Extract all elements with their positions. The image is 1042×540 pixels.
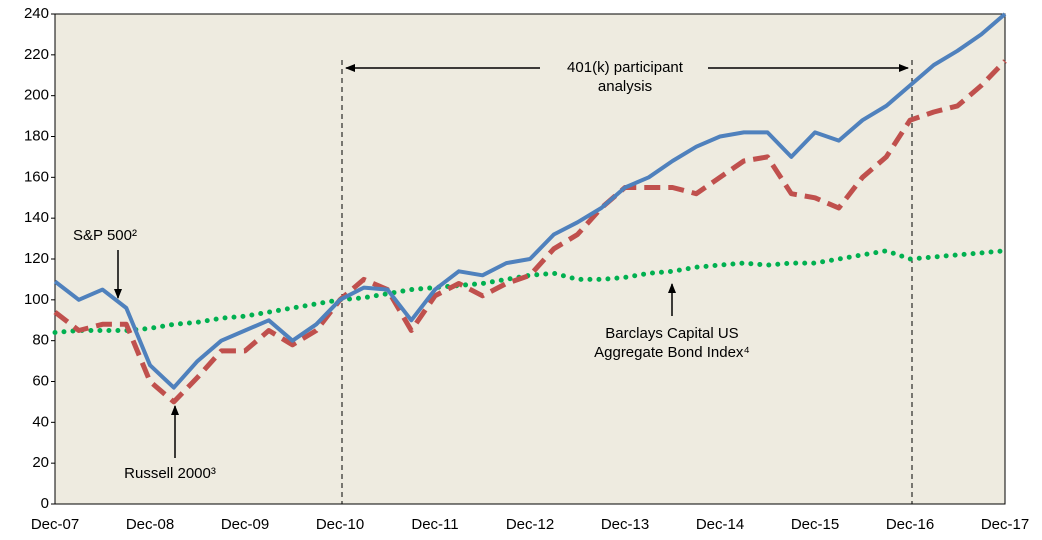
annotation: Barclays Capital US	[605, 325, 738, 342]
x-tick-label: Dec-07	[31, 516, 79, 533]
x-tick-label: Dec-17	[981, 516, 1029, 533]
series-line	[52, 248, 1008, 335]
x-tick-label: Dec-15	[791, 516, 839, 533]
x-tick-label: Dec-16	[886, 516, 934, 533]
x-tick-label: Dec-12	[506, 516, 554, 533]
annotation: Aggregate Bond Index⁴	[594, 344, 750, 361]
y-tick-label: 60	[32, 372, 49, 389]
annotation: S&P 500²	[73, 227, 137, 244]
x-tick-label: Dec-14	[696, 516, 744, 533]
annotation: 401(k) participant	[567, 59, 684, 76]
x-tick-label: Dec-10	[316, 516, 364, 533]
annotation: analysis	[598, 78, 652, 95]
series-line	[53, 12, 1007, 390]
x-tick-label: Dec-13	[601, 516, 649, 533]
annotation: Russell 2000³	[124, 465, 216, 482]
y-tick-label: 220	[24, 46, 49, 63]
y-tick-label: 80	[32, 332, 49, 349]
y-tick-label: 180	[24, 127, 49, 144]
y-tick-label: 200	[24, 87, 49, 104]
y-tick-label: 120	[24, 250, 49, 267]
x-tick-label: Dec-09	[221, 516, 269, 533]
x-tick-label: Dec-11	[411, 516, 458, 533]
x-tick-label: Dec-08	[126, 516, 174, 533]
y-tick-label: 100	[24, 291, 49, 308]
y-tick-label: 140	[24, 209, 49, 226]
series-line	[53, 59, 1007, 405]
y-tick-label: 40	[32, 413, 49, 430]
y-tick-label: 0	[41, 495, 49, 512]
y-tick-label: 20	[32, 454, 49, 471]
y-tick-label: 240	[24, 5, 49, 22]
y-tick-label: 160	[24, 168, 49, 185]
